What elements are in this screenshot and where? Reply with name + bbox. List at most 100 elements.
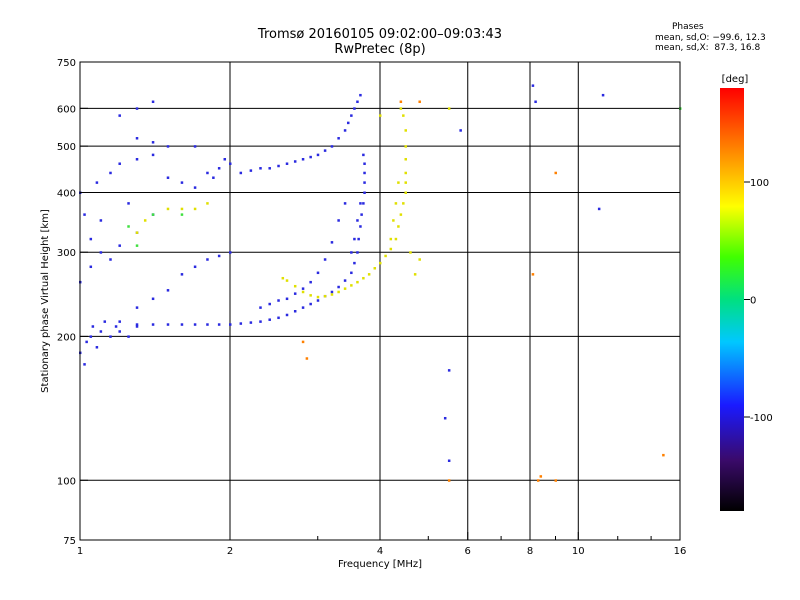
data-point: [379, 261, 382, 265]
data-point: [180, 213, 184, 216]
data-point: [404, 171, 407, 175]
y-tick-label: 400: [57, 188, 76, 199]
data-point: [330, 293, 334, 296]
data-point: [118, 330, 121, 333]
data-point: [301, 158, 305, 161]
data-point: [301, 290, 305, 294]
data-point: [362, 202, 365, 205]
data-point: [343, 279, 347, 282]
data-point: [359, 93, 362, 97]
data-point: [293, 292, 297, 295]
data-point: [337, 290, 340, 294]
data-point: [447, 479, 451, 482]
data-point: [193, 145, 197, 148]
data-point: [127, 225, 130, 228]
data-point: [343, 287, 347, 290]
colorbar-tick-label: 0: [750, 296, 756, 307]
y-tick-label: 200: [57, 332, 76, 343]
colorbar-ticks: 100 0 -100: [744, 178, 773, 424]
data-point: [301, 287, 305, 290]
data-point: [363, 191, 366, 194]
y-tick-label: 600: [57, 104, 76, 115]
data-point: [103, 320, 107, 323]
data-point: [180, 181, 184, 184]
data-point: [277, 299, 280, 302]
data-point: [379, 114, 382, 117]
data-point: [259, 167, 262, 170]
data-point: [337, 137, 340, 140]
data-point: [356, 251, 359, 254]
data-point: [118, 320, 121, 323]
data-point: [249, 321, 253, 324]
data-point: [389, 247, 393, 251]
data-point: [89, 335, 93, 338]
data-point: [397, 225, 400, 228]
data-point: [268, 302, 271, 306]
data-point: [193, 186, 197, 189]
data-point: [316, 299, 320, 302]
data-point: [350, 271, 353, 275]
data-point: [459, 129, 462, 132]
data-point: [353, 107, 356, 110]
data-point: [330, 241, 334, 244]
colorbar-tick-label: 100: [750, 178, 769, 189]
colorbar: [720, 88, 744, 511]
data-point: [404, 181, 407, 184]
chart-subtitle: RwPretec (8p): [334, 42, 426, 57]
data-point: [281, 276, 285, 280]
data-point: [409, 251, 412, 254]
data-point: [350, 251, 353, 254]
phases-title: Phases: [672, 22, 704, 32]
data-point: [206, 171, 209, 175]
data-point: [404, 191, 407, 194]
data-point: [402, 114, 405, 117]
data-point: [350, 284, 353, 287]
data-point: [268, 167, 271, 170]
data-point: [193, 207, 197, 211]
data-point: [217, 167, 221, 170]
data-point: [109, 335, 112, 338]
colorbar-tick-label: -100: [750, 413, 773, 424]
data-point: [95, 346, 99, 349]
data-point: [118, 162, 121, 165]
data-point: [293, 284, 297, 288]
data-point: [554, 479, 557, 482]
data-point: [151, 141, 155, 144]
data-point: [249, 169, 253, 172]
y-tick-label: 100: [57, 476, 76, 487]
data-point: [531, 84, 535, 87]
data-point: [447, 459, 451, 462]
y-tick-label: 75: [63, 536, 76, 547]
data-point: [447, 107, 451, 110]
data-point: [143, 219, 147, 222]
data-point: [384, 254, 387, 258]
data-point: [151, 100, 155, 104]
data-point: [359, 225, 362, 228]
data-point: [285, 162, 289, 165]
data-point: [135, 137, 139, 140]
data-point: [99, 251, 103, 254]
y-axis-label: Stationary phase Virtual Height [km]: [40, 209, 51, 393]
data-point: [402, 202, 405, 205]
data-point: [356, 100, 359, 104]
data-point: [109, 171, 112, 175]
data-point: [229, 162, 232, 165]
data-point: [309, 302, 312, 306]
data-point: [151, 323, 155, 326]
data-point: [359, 202, 362, 205]
data-point: [418, 100, 421, 104]
axes: 1 2 4 6 8 10 16 75 100 200 300 400 500 600 750: [57, 58, 686, 557]
data-point: [135, 323, 139, 326]
data-point: [353, 261, 356, 265]
data-point: [285, 279, 289, 282]
data-point: [323, 258, 327, 261]
data-point: [293, 310, 297, 313]
y-tick-label: 750: [57, 58, 76, 69]
data-point: [316, 295, 320, 299]
data-point: [89, 237, 93, 241]
data-point: [404, 158, 407, 161]
data-point: [531, 273, 535, 276]
data-point: [212, 176, 215, 179]
data-point: [394, 237, 398, 241]
